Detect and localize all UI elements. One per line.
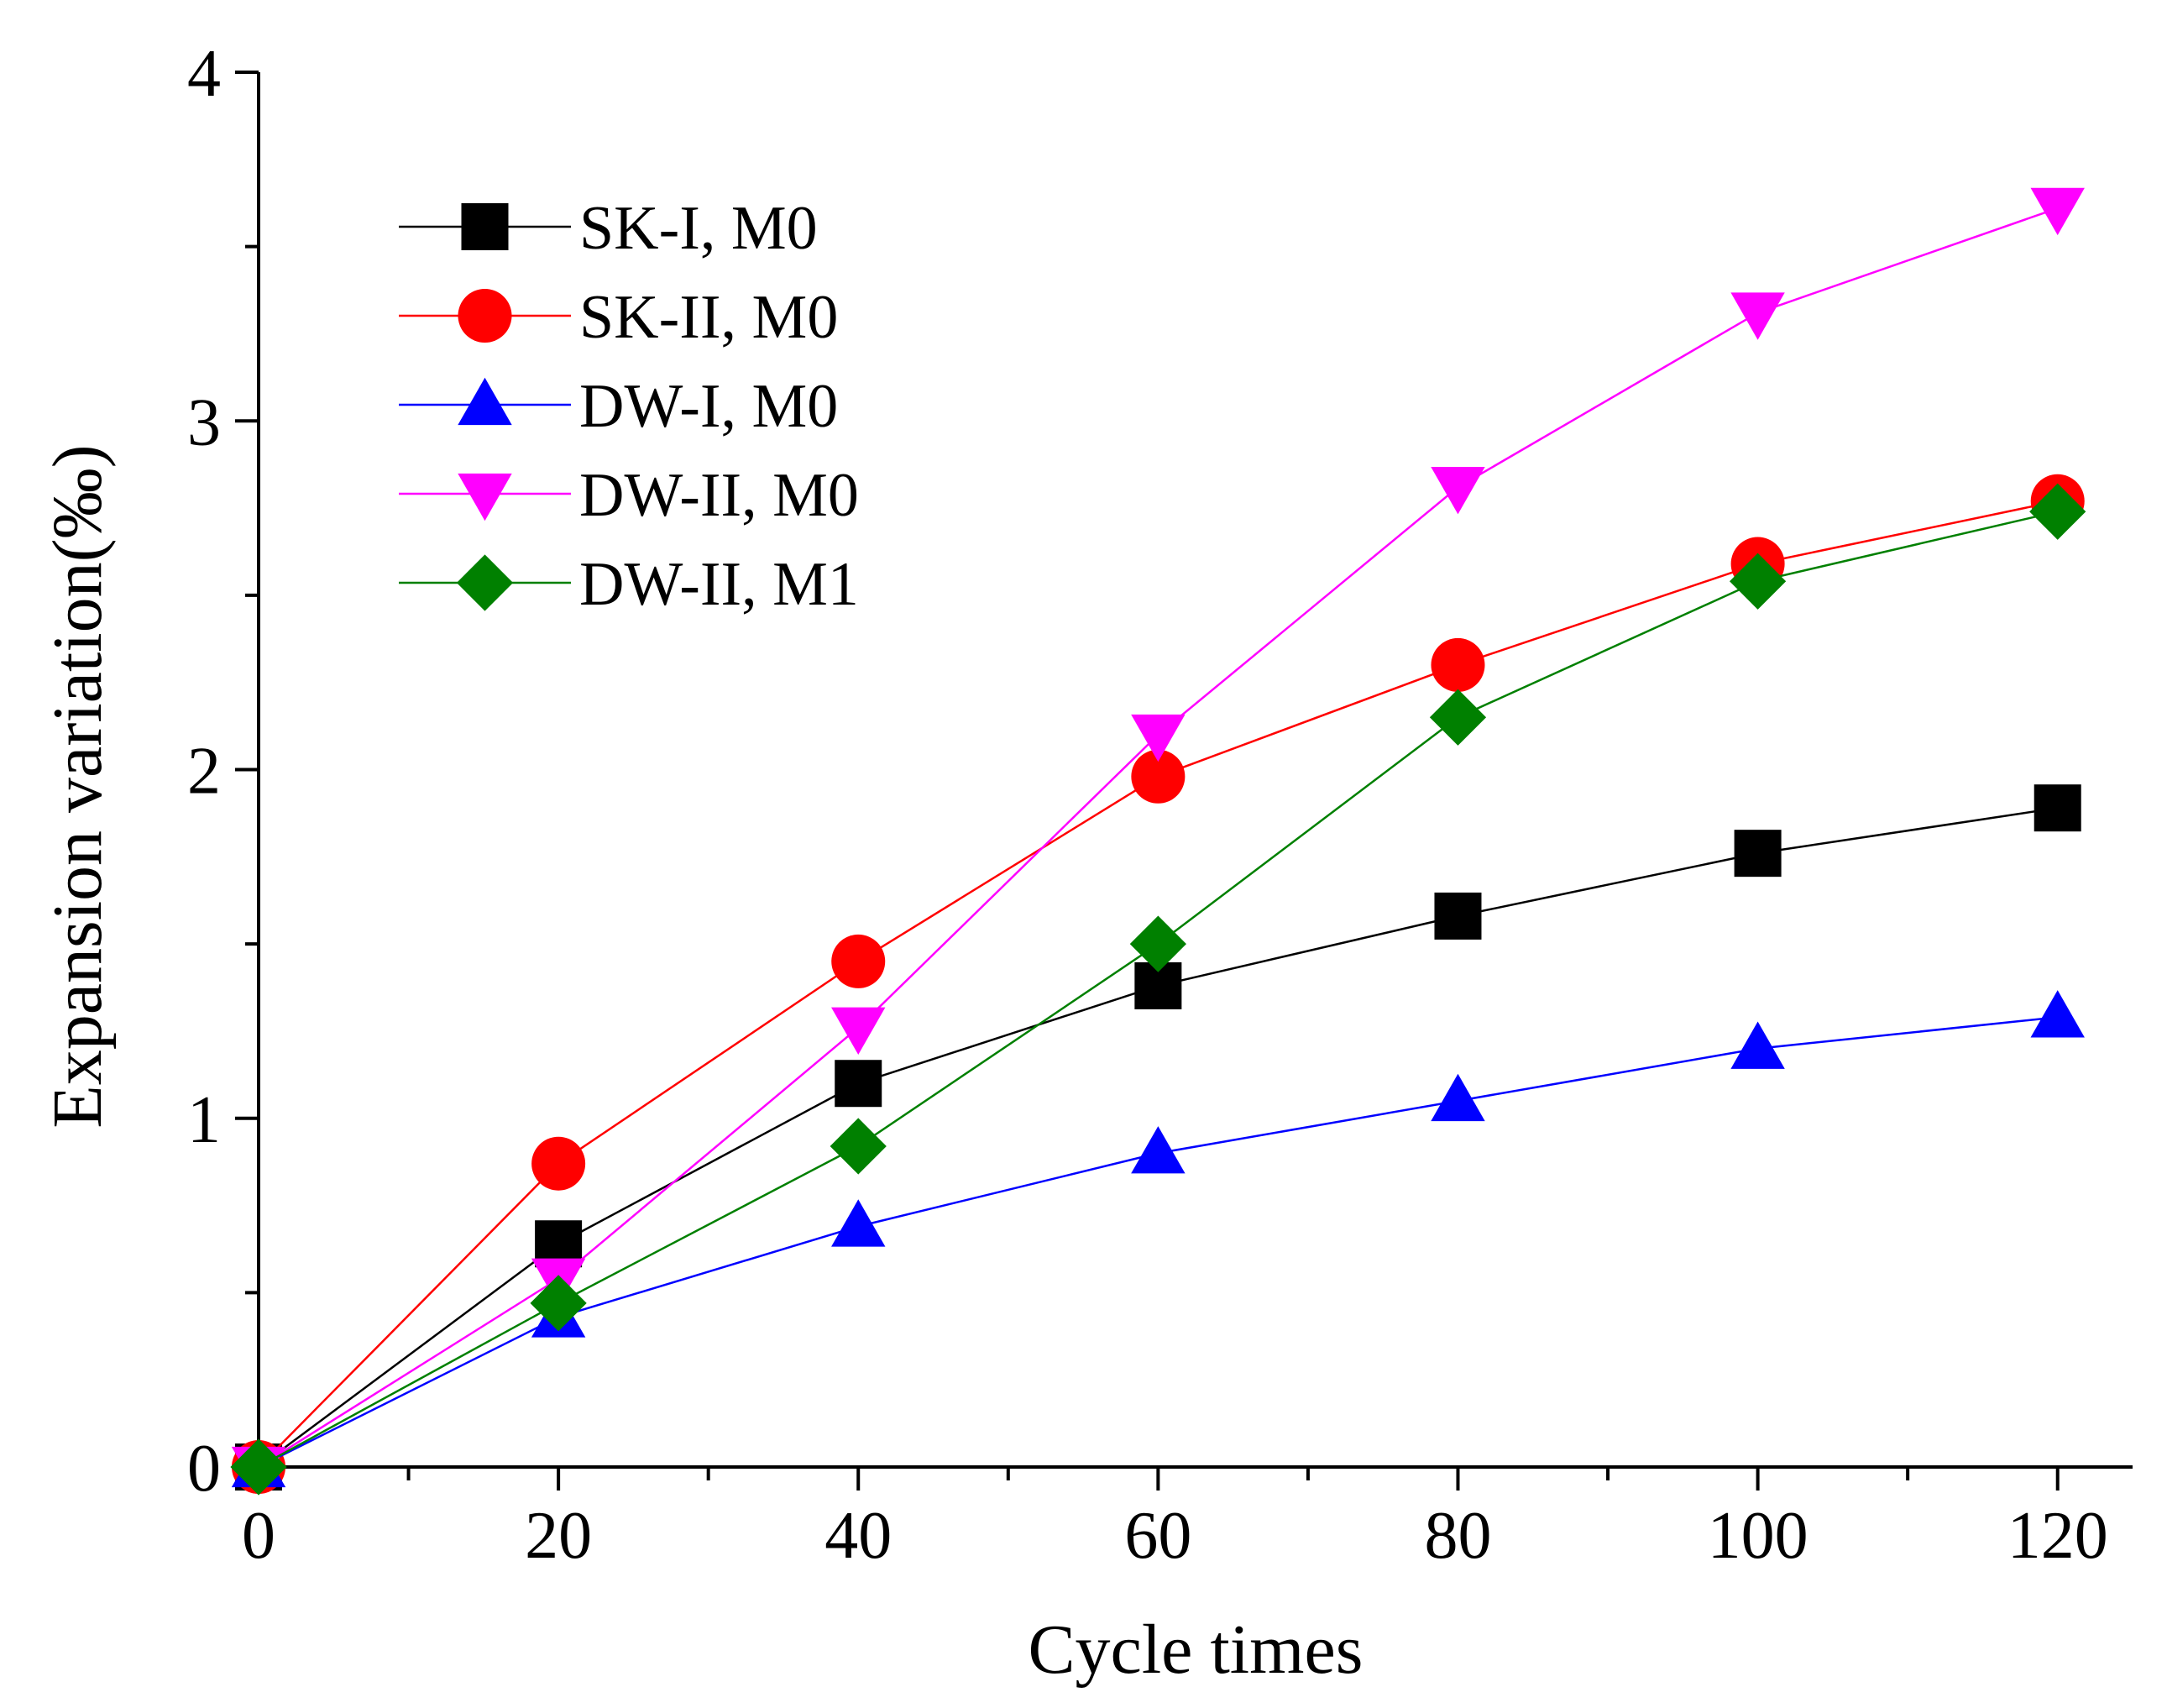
legend-marker (456, 554, 514, 611)
data-point (831, 934, 886, 988)
legend-entry: SK-II, M0 (399, 283, 838, 352)
series-5 (230, 483, 2086, 1496)
legend-label: SK-I, M0 (579, 194, 818, 263)
legend-marker (458, 377, 512, 426)
x-tick-label: 0 (242, 1499, 275, 1573)
legend-entry: DW-II, M0 (399, 461, 859, 530)
data-point (2030, 990, 2085, 1038)
x-tick-label: 100 (1708, 1499, 1808, 1573)
data-point (1129, 915, 1186, 972)
y-tick-label: 1 (187, 1083, 221, 1157)
data-point (831, 1007, 886, 1055)
x-tick-label: 80 (1424, 1499, 1491, 1573)
data-point (1431, 466, 1485, 515)
legend-entry: DW-II, M1 (399, 550, 859, 619)
series-4 (231, 187, 2085, 1495)
axes: 0 20 40 60 80 100 120 0 1 2 3 4 (187, 37, 2133, 1573)
data-point (1431, 637, 1485, 692)
data-point (1730, 553, 1787, 610)
data-point (831, 1199, 886, 1247)
y-tick-label: 2 (187, 735, 221, 809)
y-tick-label: 3 (187, 385, 221, 459)
legend-marker (458, 473, 512, 521)
data-point (1434, 892, 1482, 940)
legend-marker (461, 203, 509, 250)
x-axis-title: Cycle times (1029, 1611, 1364, 1689)
data-point (1431, 1073, 1485, 1122)
data-point (1730, 292, 1785, 340)
legend: SK-I, M0 SK-II, M0 DW-I, M0 DW-II, M0 DW-II,… (399, 194, 859, 619)
x-tick-label: 120 (2007, 1499, 2108, 1573)
data-point (530, 1275, 587, 1332)
legend-entry: SK-I, M0 (399, 194, 818, 263)
series-line (258, 1016, 2058, 1469)
data-point (1131, 714, 1186, 762)
legend-marker (458, 289, 512, 343)
data-point (1730, 1021, 1785, 1069)
series-line (258, 207, 2059, 1469)
x-tick-label: 60 (1124, 1499, 1191, 1573)
legend-label: DW-II, M1 (579, 550, 859, 619)
data-point (531, 1136, 586, 1191)
data-point (835, 1060, 882, 1108)
data-point (2029, 483, 2086, 540)
data-point (1131, 1126, 1186, 1174)
series-layer (230, 187, 2086, 1496)
y-tick-label: 0 (187, 1432, 221, 1506)
legend-label: DW-II, M0 (579, 461, 859, 530)
legend-label: DW-I, M0 (579, 372, 838, 441)
data-point (830, 1118, 887, 1175)
y-tick-label: 4 (187, 37, 221, 111)
y-axis-title: Expansion variation(‰) (39, 444, 117, 1128)
x-tick-label: 20 (525, 1499, 592, 1573)
data-point (2030, 187, 2085, 236)
data-point (1131, 749, 1186, 804)
data-point (2034, 784, 2081, 832)
data-point (1429, 689, 1487, 746)
legend-entry: DW-I, M0 (399, 372, 838, 441)
data-point (230, 1438, 287, 1496)
x-tick-label: 40 (824, 1499, 892, 1573)
legend-label: SK-II, M0 (579, 283, 838, 352)
data-point (1734, 830, 1782, 878)
series-3 (231, 990, 2085, 1488)
